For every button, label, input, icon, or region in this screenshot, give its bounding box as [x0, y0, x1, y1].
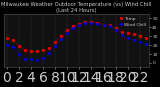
Title: Milwaukee Weather Outdoor Temperature (vs) Wind Chill (Last 24 Hours): Milwaukee Weather Outdoor Temperature (v…	[1, 2, 152, 13]
Legend: Temp, Wind Chill: Temp, Wind Chill	[118, 16, 147, 27]
